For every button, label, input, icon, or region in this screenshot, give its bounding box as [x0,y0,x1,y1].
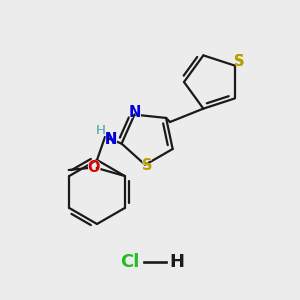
Text: Cl: Cl [120,253,140,271]
Text: O: O [88,160,100,175]
Text: H: H [96,124,106,136]
Text: S: S [234,54,245,69]
Text: N: N [128,105,141,120]
Text: S: S [234,54,245,69]
Text: S: S [142,158,152,173]
Text: N: N [127,103,142,122]
Text: H: H [169,253,184,271]
Text: N: N [105,131,117,146]
Text: S: S [141,157,153,175]
Text: N: N [105,131,117,146]
Text: O: O [86,159,101,177]
Text: N: N [104,130,118,148]
Text: S: S [234,54,245,69]
Text: H: H [96,124,106,137]
